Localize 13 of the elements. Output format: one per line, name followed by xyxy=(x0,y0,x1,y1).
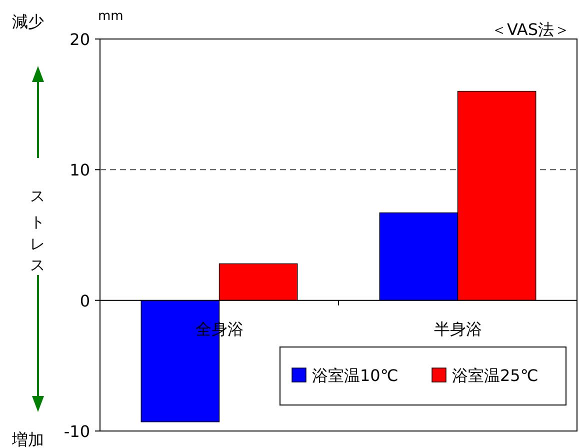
y-tick-label: 20 xyxy=(70,30,90,49)
legend-label: 浴室温25℃ xyxy=(452,366,538,385)
y-axis-title: ストレス xyxy=(29,182,47,274)
text: 増加 xyxy=(11,430,44,448)
y-tick-label: 10 xyxy=(70,160,90,180)
y-tick-label: 0 xyxy=(80,291,90,310)
y-tick-label: -10 xyxy=(64,422,90,441)
x-tick-label: 全身浴 xyxy=(195,319,244,338)
annotation: ＜VAS法＞ xyxy=(490,20,570,39)
x-tick-label: 半身浴 xyxy=(434,319,482,338)
legend-label: 浴室温10℃ xyxy=(312,366,398,385)
text: 減少 xyxy=(12,12,44,31)
text: mm xyxy=(98,9,124,24)
